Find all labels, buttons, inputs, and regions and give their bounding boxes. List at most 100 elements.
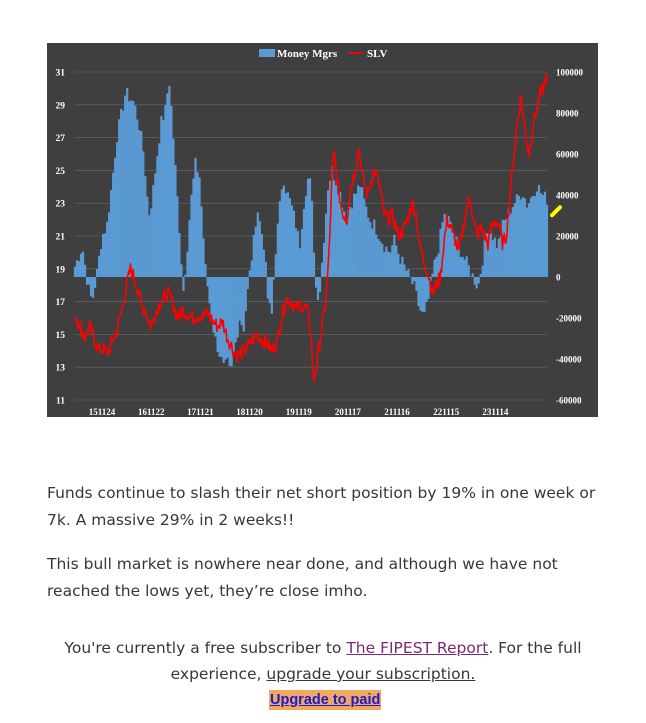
money-mgrs-bar — [156, 156, 159, 277]
money-mgrs-bar — [75, 260, 79, 277]
upgrade-to-paid-button[interactable]: Upgrade to paid — [269, 690, 382, 710]
money-mgrs-bar — [397, 253, 400, 277]
money-mgrs-bar — [365, 206, 368, 277]
right-axis-tick-label: 0 — [556, 273, 561, 283]
left-axis-tick-label: 29 — [56, 101, 66, 111]
money-mgrs-bar — [184, 274, 187, 277]
money-mgrs-bar — [268, 277, 271, 304]
x-axis-tick-label: 211116 — [384, 407, 410, 417]
money-mgrs-bar — [232, 277, 235, 355]
money-mgrs-bar — [190, 194, 193, 277]
money-mgrs-bar — [79, 253, 83, 277]
money-mgrs-bar — [300, 229, 304, 277]
money-mgrs-bar — [515, 194, 518, 277]
money-mgrs-bar — [160, 116, 163, 277]
money-mgrs-bar — [461, 256, 464, 277]
money-mgrs-bar — [411, 277, 414, 285]
money-mgrs-bar — [447, 215, 450, 277]
right-axis-tick-label: 80000 — [556, 109, 579, 119]
money-mgrs-bar — [298, 248, 302, 277]
money-mgrs-bar — [118, 119, 121, 277]
money-mgrs-bar — [162, 120, 165, 277]
right-axis-tick-label: -60000 — [556, 396, 582, 406]
money-mgrs-bar — [256, 212, 259, 277]
money-mgrs-bar — [304, 196, 308, 277]
money-mgrs-bar — [276, 223, 279, 277]
money-mgrs-bar — [485, 233, 488, 277]
money-mgrs-bar — [176, 196, 179, 277]
money-mgrs-bar — [525, 207, 529, 277]
money-mgrs-bar — [312, 252, 316, 277]
x-axis-tick-label: 201117 — [335, 407, 362, 417]
report-link[interactable]: The FIPEST Report — [346, 639, 489, 657]
money-mgrs-bar — [519, 199, 522, 277]
money-mgrs-bar — [503, 220, 506, 277]
money-mgrs-bar — [437, 253, 440, 277]
money-mgrs-bar — [341, 207, 344, 277]
money-mgrs-bar — [509, 213, 512, 277]
money-mgrs-bar — [320, 262, 324, 277]
chart-svg: 31 29 27 25 23 21 19 17 15 13 11 100000 80000 60000 40… — [56, 48, 584, 417]
money-mgrs-bar — [226, 277, 229, 358]
money-mgrs-bar — [91, 277, 95, 298]
money-mgrs-bar — [427, 277, 430, 299]
money-mgrs-bar — [539, 193, 543, 277]
money-mgrs-bar — [481, 265, 484, 277]
money-mgrs-bar — [168, 86, 171, 278]
money-mgrs-bar — [224, 277, 227, 360]
left-axis-tick-label: 25 — [56, 167, 66, 177]
money-mgrs-bar — [120, 108, 123, 278]
money-mgrs-bar — [126, 87, 129, 277]
money-mgrs-bar — [218, 277, 221, 357]
money-mgrs-bar — [413, 277, 416, 282]
money-mgrs-bar — [451, 232, 454, 277]
money-mgrs-bar — [351, 208, 354, 277]
money-mgrs-bar — [166, 93, 169, 277]
money-mgrs-bar — [507, 208, 510, 277]
money-mgrs-bar — [270, 277, 273, 314]
money-mgrs-bar — [136, 119, 139, 277]
money-mgrs-bar — [471, 273, 474, 277]
money-mgrs-bar — [493, 237, 496, 277]
money-mgrs-bar — [353, 193, 356, 277]
money-mgrs-bar — [98, 255, 101, 277]
money-mgrs-bar — [288, 198, 292, 277]
left-axis-tick-label: 31 — [56, 69, 66, 79]
money-mgrs-bar — [164, 105, 167, 277]
money-mgrs-bar — [242, 277, 245, 332]
money-mgrs-bar — [545, 204, 549, 277]
money-mgrs-bar — [453, 238, 456, 277]
money-mgrs-bar — [495, 247, 498, 277]
money-mgrs-bar — [389, 252, 392, 277]
money-mgrs-bar — [355, 193, 358, 277]
upgrade-subscription-link[interactable]: upgrade your subscription. — [266, 665, 476, 683]
left-axis-tick-label: 15 — [56, 331, 66, 341]
money-mgrs-bar — [192, 178, 195, 277]
money-mgrs-bar — [250, 260, 253, 277]
money-mgrs-bar — [214, 277, 217, 337]
money-mgrs-bar — [87, 277, 91, 285]
money-mgrs-bar — [483, 239, 486, 277]
x-axis-tick-label: 191119 — [286, 407, 313, 417]
money-mgrs-bar — [391, 245, 394, 277]
money-mgrs-bar — [144, 176, 147, 277]
post-paragraph-2: This bull market is nowhere near done, a… — [47, 555, 558, 600]
money-mgrs-bar — [202, 238, 205, 277]
notice-middle: . For the full experience, — [170, 639, 582, 683]
money-mgrs-bar — [523, 198, 527, 277]
money-mgrs-bar — [377, 238, 380, 277]
money-mgrs-bar — [373, 219, 376, 277]
money-mgrs-bar — [513, 203, 516, 277]
money-mgrs-bar — [154, 173, 157, 277]
money-mgrs-bar — [535, 191, 539, 277]
money-mgrs-bar — [459, 257, 462, 277]
money-mgrs-bar — [477, 277, 480, 284]
money-mgrs-bar — [345, 219, 348, 277]
money-mgrs-bar — [296, 231, 300, 277]
money-mgrs-bar — [89, 277, 93, 297]
money-mgrs-bar — [441, 222, 444, 277]
money-mgrs-bar — [465, 256, 468, 277]
money-mgrs-bar — [85, 277, 89, 285]
x-axis-tick-label: 221115 — [433, 407, 460, 417]
money-mgrs-bar — [206, 277, 209, 287]
